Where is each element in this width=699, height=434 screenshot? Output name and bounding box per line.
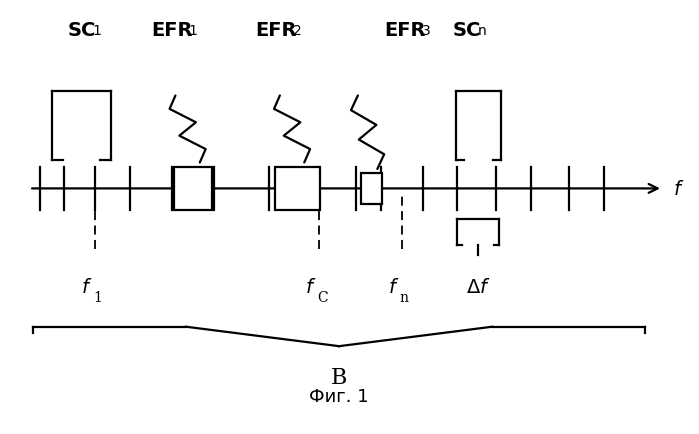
Text: EFR: EFR xyxy=(384,21,426,40)
Text: $\Delta f$: $\Delta f$ xyxy=(466,277,491,296)
Text: 1: 1 xyxy=(92,24,101,38)
Bar xyxy=(361,174,382,204)
Text: 3: 3 xyxy=(422,24,431,38)
Text: 1: 1 xyxy=(93,290,102,304)
Text: SC: SC xyxy=(452,21,481,40)
Text: B: B xyxy=(331,366,347,388)
Text: $f$: $f$ xyxy=(673,180,684,198)
Text: Фиг. 1: Фиг. 1 xyxy=(309,387,369,404)
Bar xyxy=(275,168,320,210)
Text: EFR: EFR xyxy=(151,21,193,40)
Text: 1: 1 xyxy=(189,24,198,38)
Text: n: n xyxy=(400,290,409,304)
Text: n: n xyxy=(477,24,487,38)
Bar xyxy=(174,168,212,210)
Text: $f$: $f$ xyxy=(388,277,399,296)
Text: 2: 2 xyxy=(293,24,302,38)
Text: $f$: $f$ xyxy=(305,277,316,296)
Text: SC: SC xyxy=(68,21,96,40)
Text: $f$: $f$ xyxy=(82,277,93,296)
Text: EFR: EFR xyxy=(256,21,297,40)
Text: C: C xyxy=(317,290,327,304)
